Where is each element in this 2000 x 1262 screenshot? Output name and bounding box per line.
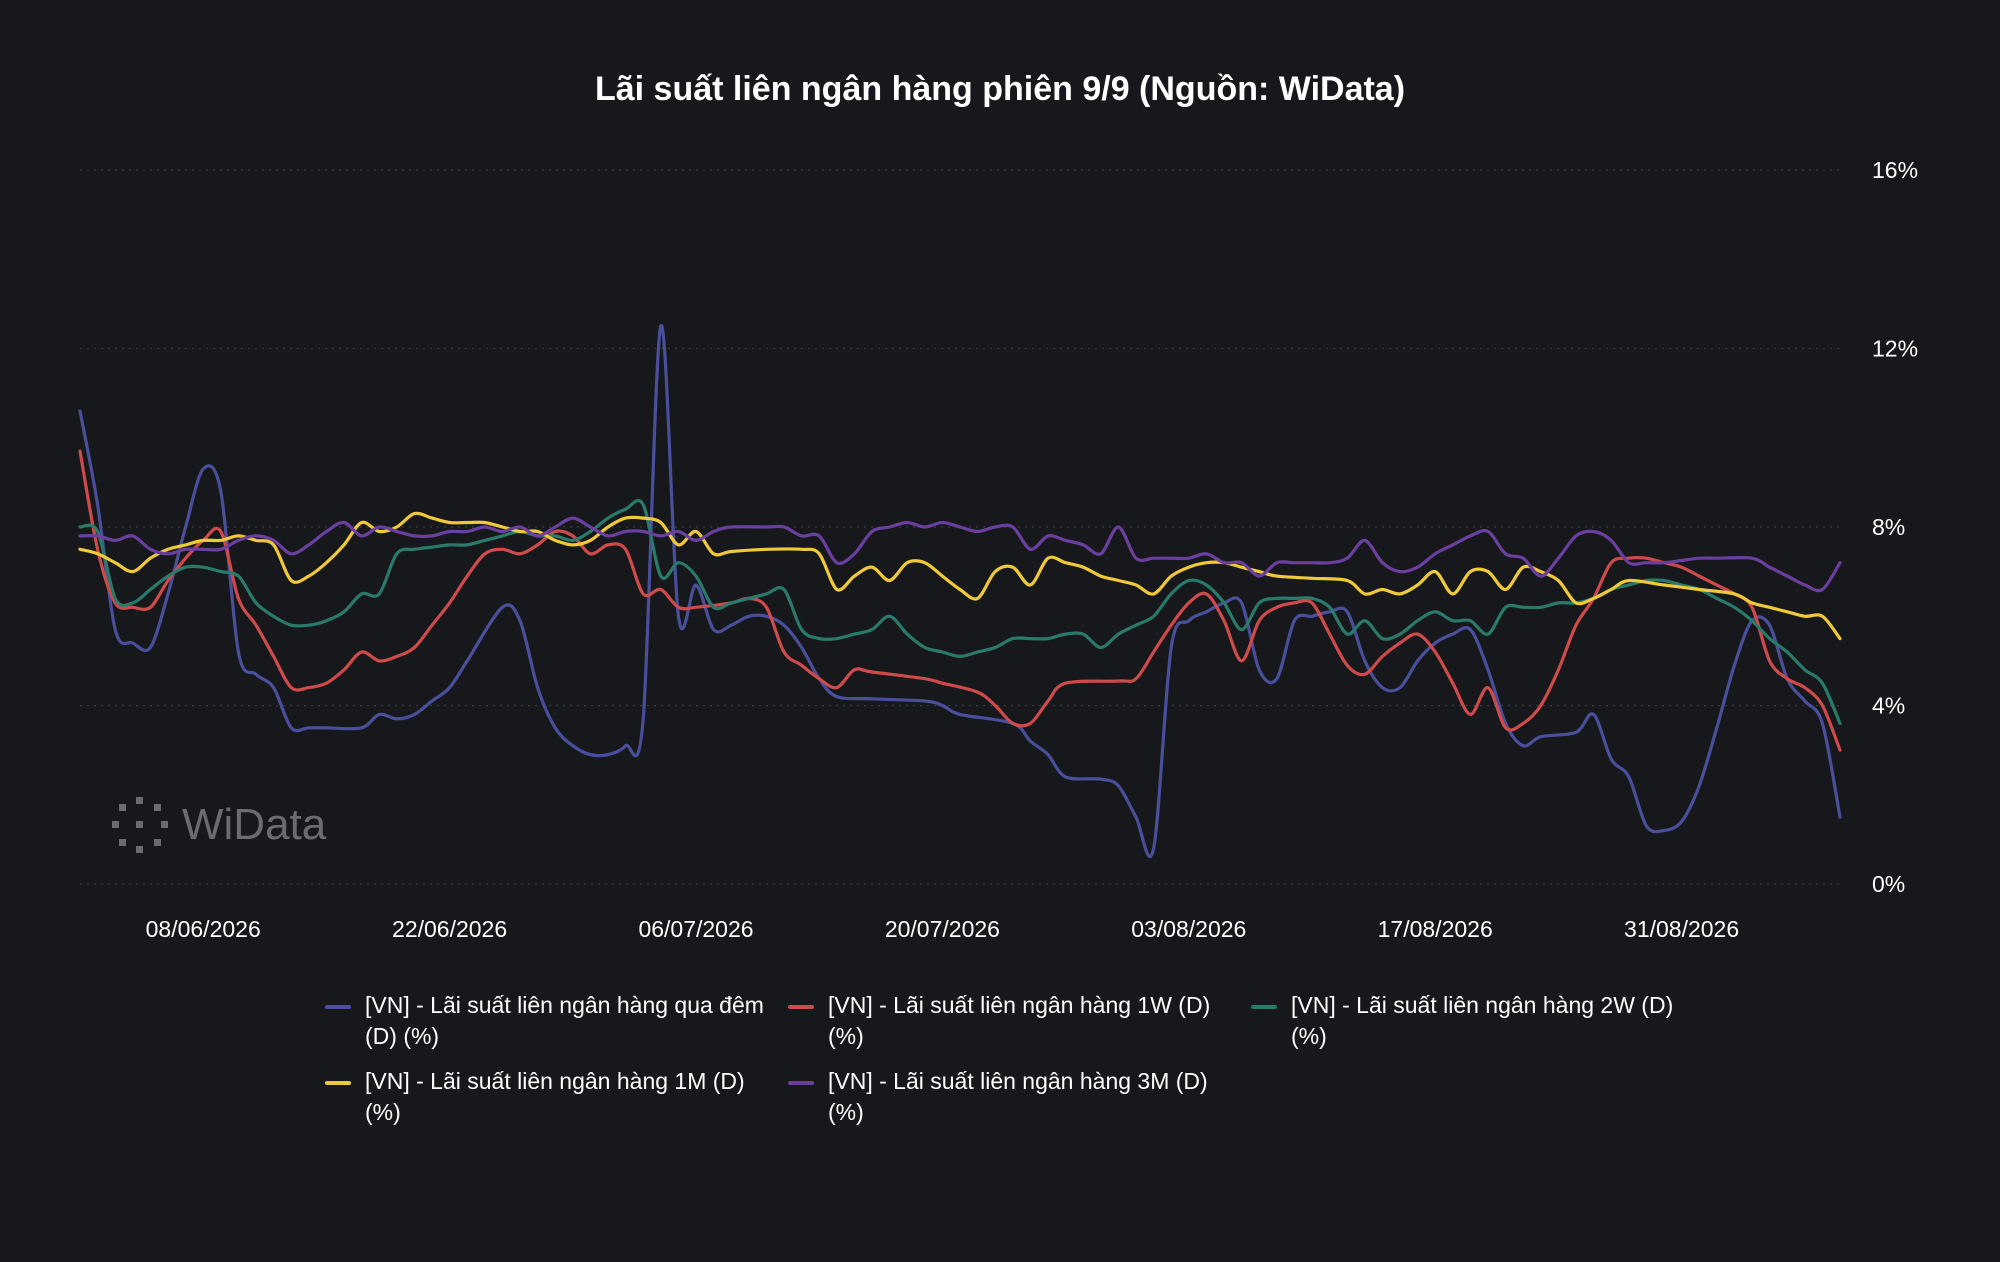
y-tick-label: 16% xyxy=(1872,157,1918,183)
y-axis-tick-labels: 0% 4% 8% 12% 16% xyxy=(1872,157,1918,897)
x-tick-label: 03/08/2026 xyxy=(1131,916,1246,942)
y-tick-label: 12% xyxy=(1872,336,1918,362)
series-line-2w xyxy=(78,498,1842,725)
legend-item-3m[interactable]: [VN] - Lãi suất liên ngân hàng 3M (D) (%… xyxy=(788,1066,1228,1128)
series-line-1w xyxy=(78,449,1842,752)
x-tick-label: 17/08/2026 xyxy=(1378,916,1493,942)
x-tick-label: 06/07/2026 xyxy=(638,916,753,942)
legend-label: [VN] - Lãi suất liên ngân hàng 1W (D) (%… xyxy=(828,992,1211,1049)
legend-label: [VN] - Lãi suất liên ngân hàng qua đêm (… xyxy=(365,992,764,1049)
watermark: WiData xyxy=(110,795,326,855)
legend-item-overnight[interactable]: [VN] - Lãi suất liên ngân hàng qua đêm (… xyxy=(325,990,765,1052)
x-axis-tick-labels: 08/06/2026 22/06/2026 06/07/2026 20/07/2026… xyxy=(146,916,1740,942)
legend-label: [VN] - Lãi suất liên ngân hàng 1M (D) (%… xyxy=(365,1068,745,1125)
legend-swatch xyxy=(325,1081,351,1085)
legend-item-1w[interactable]: [VN] - Lãi suất liên ngân hàng 1W (D) (%… xyxy=(788,990,1228,1052)
y-tick-label: 8% xyxy=(1872,514,1905,540)
series-line-3m xyxy=(78,516,1842,593)
legend-item-1m[interactable]: [VN] - Lãi suất liên ngân hàng 1M (D) (%… xyxy=(325,1066,765,1128)
legend-item-2w[interactable]: [VN] - Lãi suất liên ngân hàng 2W (D) (%… xyxy=(1251,990,1691,1052)
legend-swatch xyxy=(788,1081,814,1085)
x-tick-label: 20/07/2026 xyxy=(885,916,1000,942)
x-tick-label: 08/06/2026 xyxy=(146,916,261,942)
x-tick-label: 31/08/2026 xyxy=(1624,916,1739,942)
series-lines xyxy=(78,324,1842,859)
widata-logo-icon xyxy=(112,797,168,853)
series-line-overnight xyxy=(78,324,1842,859)
legend-swatch xyxy=(788,1005,814,1009)
legend-label: [VN] - Lãi suất liên ngân hàng 3M (D) (%… xyxy=(828,1068,1208,1125)
watermark-text: WiData xyxy=(182,800,327,849)
x-tick-label: 22/06/2026 xyxy=(392,916,507,942)
y-tick-label: 0% xyxy=(1872,871,1905,897)
legend-label: [VN] - Lãi suất liên ngân hàng 2W (D) (%… xyxy=(1291,992,1674,1049)
chart-title: Lãi suất liên ngân hàng phiên 9/9 (Nguồn… xyxy=(594,70,1406,108)
series-line-1m xyxy=(78,511,1842,641)
legend-swatch xyxy=(325,1005,351,1009)
y-tick-label: 4% xyxy=(1872,693,1905,719)
legend-swatch xyxy=(1251,1005,1277,1009)
